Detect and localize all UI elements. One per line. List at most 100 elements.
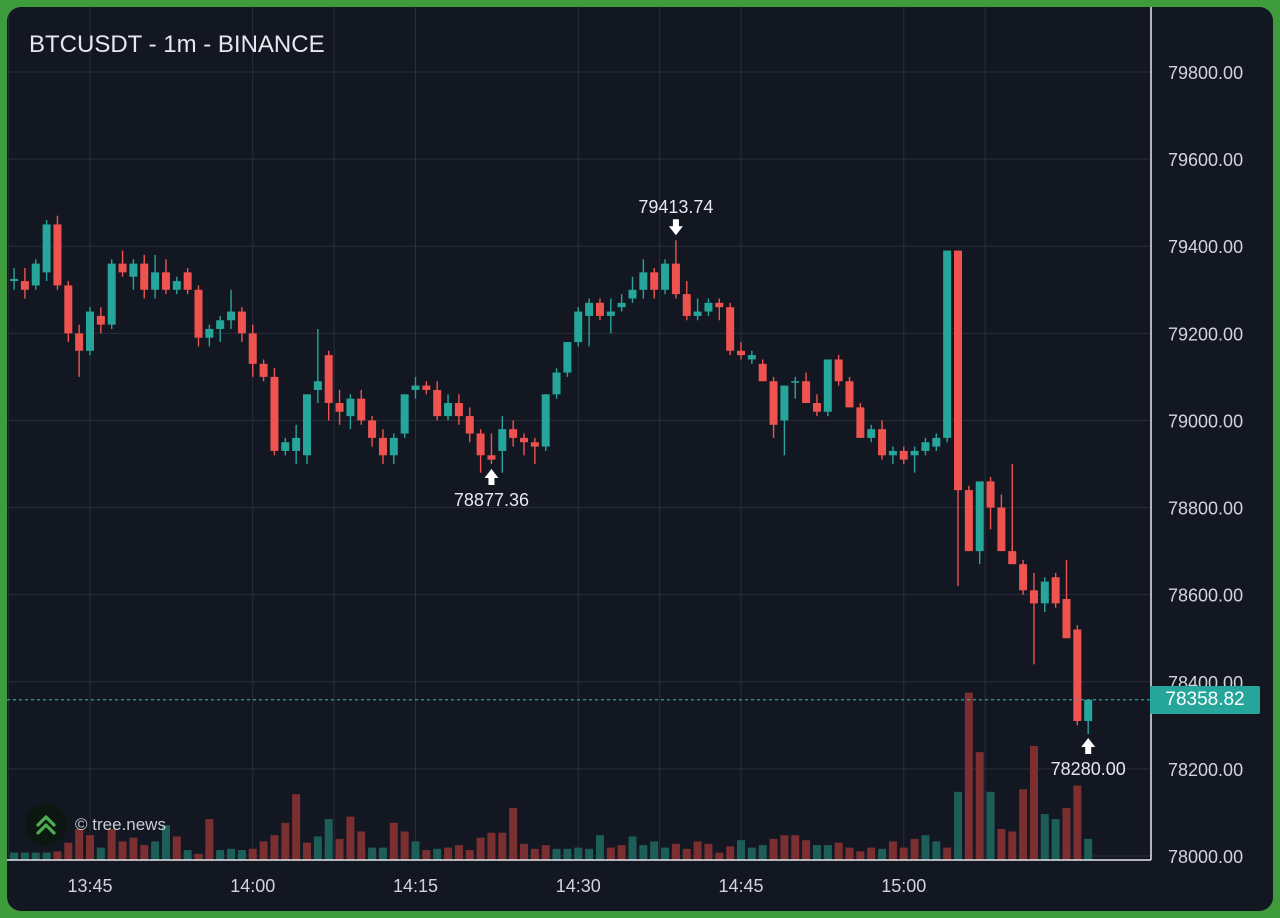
candle xyxy=(454,394,463,425)
candle xyxy=(856,403,865,438)
candle xyxy=(802,372,811,404)
low-arrow-icon xyxy=(484,469,499,485)
candle xyxy=(86,307,94,356)
high-price-label: 79413.74 xyxy=(638,197,713,217)
candle xyxy=(411,376,420,399)
candle-body xyxy=(932,437,941,447)
candle xyxy=(75,324,84,377)
candle xyxy=(867,424,876,443)
high-arrow-icon xyxy=(668,219,683,236)
candle-body xyxy=(595,302,604,316)
candle-body xyxy=(921,442,930,451)
candle-body xyxy=(867,429,876,438)
grid-lines xyxy=(7,7,1151,860)
candle-body xyxy=(520,437,528,443)
candle-body xyxy=(802,381,811,404)
time-axis[interactable]: 13:45 14:00 14:15 14:30 14:45 15:00 xyxy=(67,876,926,896)
candle xyxy=(888,446,897,464)
volume-bar xyxy=(954,791,962,860)
candle xyxy=(313,328,322,404)
volume-bar xyxy=(20,852,29,860)
volume-bar xyxy=(812,845,821,860)
volume-bar xyxy=(671,843,680,860)
candle-body xyxy=(758,363,767,382)
price-tick-label: 79200.00 xyxy=(1168,324,1243,344)
volume-bar xyxy=(834,842,843,860)
candle xyxy=(932,433,941,451)
volume-bar xyxy=(205,819,214,860)
candle xyxy=(433,381,442,421)
candle xyxy=(845,376,854,408)
candle-body xyxy=(617,302,626,308)
candle xyxy=(378,429,387,464)
time-tick-label: 14:30 xyxy=(556,876,601,896)
low-price-label: 78280.00 xyxy=(1051,759,1126,779)
candle xyxy=(617,294,626,312)
candle-body xyxy=(357,398,366,421)
candle xyxy=(682,281,691,321)
volume-bar xyxy=(726,846,735,860)
candle-body xyxy=(433,389,442,417)
volume-bar xyxy=(411,841,420,860)
volume-bar xyxy=(563,848,572,860)
candle-body xyxy=(172,281,181,290)
volume-bar xyxy=(118,841,127,860)
candle-body xyxy=(10,278,19,282)
candle xyxy=(975,481,984,565)
price-axis[interactable]: 79800.00 79600.00 79400.00 79200.00 79000.00… xyxy=(1150,7,1273,911)
candle-body xyxy=(964,490,973,552)
volume-bar xyxy=(96,847,105,860)
candle xyxy=(834,355,843,386)
candle xyxy=(693,298,702,321)
candle xyxy=(791,376,800,399)
volume-bar xyxy=(422,850,431,860)
candle-body xyxy=(888,450,897,456)
volume-bar xyxy=(161,825,170,860)
volume-bar xyxy=(378,847,387,860)
volume-bar xyxy=(313,836,322,860)
candle xyxy=(1019,559,1028,595)
volume-bar xyxy=(823,845,832,860)
candle-body xyxy=(118,263,127,273)
candle-body xyxy=(454,403,463,417)
price-tick-label: 78600.00 xyxy=(1168,586,1243,606)
candle xyxy=(107,259,116,329)
candle-body xyxy=(487,455,496,460)
volume-bar xyxy=(1062,807,1071,860)
volume-bar xyxy=(747,847,756,860)
candle-body xyxy=(726,307,735,351)
volume-bar xyxy=(227,848,236,860)
volume-bar xyxy=(639,845,648,860)
candlestick-chart[interactable]: 79800.00 79600.00 79400.00 79200.00 79000.00… xyxy=(7,7,1273,911)
candle xyxy=(422,381,431,395)
candle xyxy=(758,359,767,382)
candle xyxy=(194,285,203,347)
candle-body xyxy=(476,433,485,456)
candle xyxy=(292,424,301,464)
candle-body xyxy=(856,407,865,438)
volume-bar xyxy=(997,829,1006,860)
candle xyxy=(1062,559,1071,639)
candle xyxy=(10,268,19,290)
volume-bar xyxy=(270,835,279,860)
volume-bar xyxy=(281,822,290,860)
candle xyxy=(997,494,1006,552)
candle xyxy=(281,437,290,456)
candle-body xyxy=(422,385,431,390)
candle-body xyxy=(107,263,116,325)
candle-body xyxy=(75,333,84,351)
volume-bar xyxy=(552,848,561,860)
volume-bar xyxy=(650,841,659,860)
volume-bar xyxy=(183,850,192,860)
candle-body xyxy=(812,403,821,412)
candle xyxy=(943,250,952,443)
candle xyxy=(205,324,214,347)
candle xyxy=(639,259,648,299)
candle-body xyxy=(943,250,952,438)
candle-body xyxy=(303,394,311,456)
candle-body xyxy=(530,442,539,447)
volume-bar xyxy=(172,836,181,860)
candle xyxy=(400,394,409,438)
candle xyxy=(140,254,149,299)
candles xyxy=(7,215,1151,735)
